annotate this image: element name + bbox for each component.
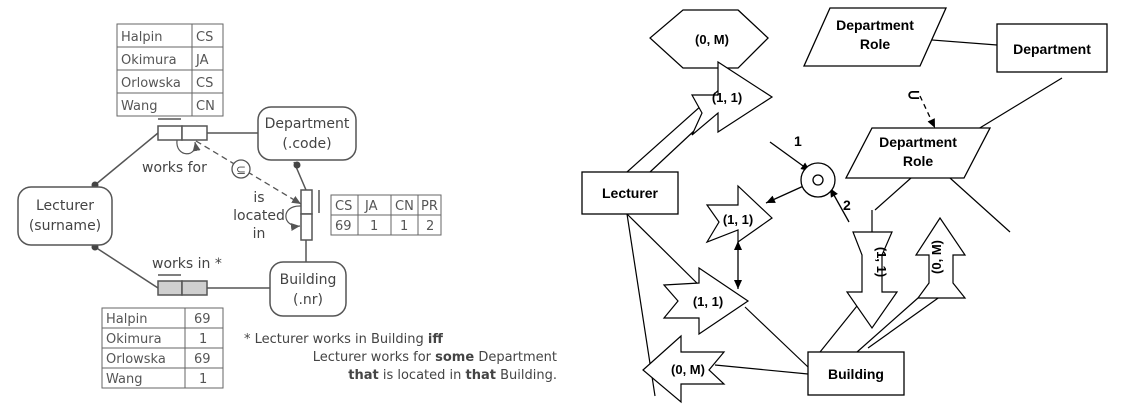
entity-label: Department	[1013, 41, 1091, 57]
arrow-1	[769, 141, 811, 172]
works-for-table-cell: Orlowska	[121, 76, 181, 91]
lecturer-entity: Lecturer (surname)	[17, 186, 113, 246]
works-for-predicate: works for	[142, 118, 208, 176]
footnote-line: that is located in that Building.	[348, 368, 557, 383]
department-name: Department	[265, 116, 350, 132]
works-for-table-cell: Halpin	[121, 30, 162, 45]
subset-symbol: ⊂	[907, 87, 920, 104]
cardinality-label: (1, 1)	[723, 212, 753, 227]
building-name: Building	[280, 272, 337, 288]
location-table-cell: 69	[335, 219, 352, 234]
lecturer-works-in-link	[94, 246, 159, 289]
arrow-to-card	[765, 183, 809, 204]
works-in-table-cell: Halpin	[106, 312, 147, 327]
building-refmode: (.nr)	[293, 292, 323, 308]
relationship-symbol-inner	[812, 174, 824, 186]
footnote-line: * Lecturer works in Building iff	[244, 332, 443, 347]
works-for-table: Halpin CS Okimura JA Orlowska CS Wang CN	[116, 23, 224, 117]
arrow-2	[829, 187, 850, 223]
footnote-line: Lecturer works for some Department	[313, 350, 557, 365]
cardinality-label: (1, 1)	[712, 90, 742, 105]
er-department-role-mid: Department Role	[844, 127, 992, 179]
works-in-table-cell: 69	[194, 312, 211, 327]
works-in-table-cell: 1	[199, 372, 207, 387]
works-for-table-cell: Wang	[121, 99, 157, 114]
cardinality-11-top: (1, 1)	[690, 60, 774, 136]
location-table-cell: 1	[370, 219, 378, 234]
building-entity: Building (.nr)	[269, 261, 347, 317]
cardinality-0M-bottom: (0, M)	[642, 334, 726, 404]
entity-label: Department	[879, 134, 957, 150]
located-in-label: in	[253, 226, 266, 242]
works-for-table-cell: Okimura	[121, 53, 177, 68]
works-for-table-cell: CS	[196, 76, 213, 91]
location-table-cell: PR	[421, 199, 438, 214]
works-in-table-cell: Wang	[106, 372, 142, 387]
entity-label: Department	[836, 17, 914, 33]
works-for-table-cell: JA	[195, 53, 209, 68]
subset-constraint-icon	[231, 159, 251, 179]
located-in-label: is	[253, 190, 264, 206]
cardinality-label: (1, 1)	[693, 294, 723, 309]
works-for-label: works for	[142, 160, 207, 176]
works-for-table-cell: CN	[196, 99, 215, 114]
department-refmode: (.code)	[282, 136, 331, 152]
subset-symbol: ⊆	[236, 163, 246, 177]
er-department-role-top: Department Role	[802, 7, 948, 67]
location-table-cell: CS	[335, 199, 352, 214]
label-2: 2	[843, 197, 851, 213]
location-table-cell: 1	[400, 219, 408, 234]
works-in-table: Halpin 69 Okimura 1 Orlowska 69 Wang 1	[101, 307, 224, 389]
mandatory-dot	[293, 161, 301, 169]
cardinality-label: (0, M)	[929, 240, 944, 274]
works-in-table-cell: Orlowska	[106, 352, 166, 367]
location-table-cell: 2	[426, 219, 434, 234]
entity-label: Lecturer	[602, 185, 659, 201]
entity-label: Role	[903, 153, 934, 169]
er-connector-lines	[626, 35, 1063, 397]
location-table-cell: JA	[364, 199, 378, 214]
works-in-table-cell: 1	[199, 332, 207, 347]
entity-label: Building	[828, 366, 884, 382]
subset-arrow	[919, 95, 936, 129]
cardinality-label: (0, M)	[695, 32, 729, 47]
lecturer-works-for-link	[94, 132, 159, 186]
label-1: 1	[794, 133, 802, 149]
er-lecturer: Lecturer	[581, 171, 679, 215]
derivation-footnote: * Lecturer works in Building iff Lecture…	[244, 332, 557, 383]
cardinality-0M-vertical: (0, M)	[914, 216, 967, 299]
located-in-predicate: is located in	[233, 189, 320, 242]
works-for-table-cell: CS	[196, 30, 213, 45]
works-in-predicate: works in *	[152, 256, 222, 296]
cardinality-label: (0, M)	[671, 362, 705, 377]
lecturer-name: Lecturer	[36, 198, 94, 214]
cardinality-11-vertical: (1, 1)	[845, 231, 899, 330]
location-table: CS JA CN PR 69 1 1 2	[330, 194, 442, 236]
cardinality-11-low: (1, 1)	[662, 266, 750, 336]
cardinality-11-mid: (1, 1)	[705, 184, 773, 244]
cardinality-0M-top: (0, M)	[649, 9, 769, 69]
location-table-cell: CN	[395, 199, 414, 214]
works-in-table-cell: 69	[194, 352, 211, 367]
cardinality-label: (1, 1)	[874, 247, 889, 277]
located-in-label: located	[233, 208, 285, 224]
er-building: Building	[807, 351, 905, 396]
er-diagram: 1 2 ⊂ (0, M) (1, 1) (1, 1) (1, 1) (0, M)…	[581, 7, 1108, 404]
lecturer-refmode: (surname)	[29, 218, 101, 234]
entity-label: Role	[860, 36, 891, 52]
orm-diagram: Halpin CS Okimura JA Orlowska CS Wang CN…	[17, 23, 557, 389]
er-department: Department	[996, 23, 1108, 73]
works-in-label: works in *	[152, 256, 222, 272]
works-in-table-cell: Okimura	[106, 332, 162, 347]
department-entity: Department (.code)	[257, 106, 357, 161]
